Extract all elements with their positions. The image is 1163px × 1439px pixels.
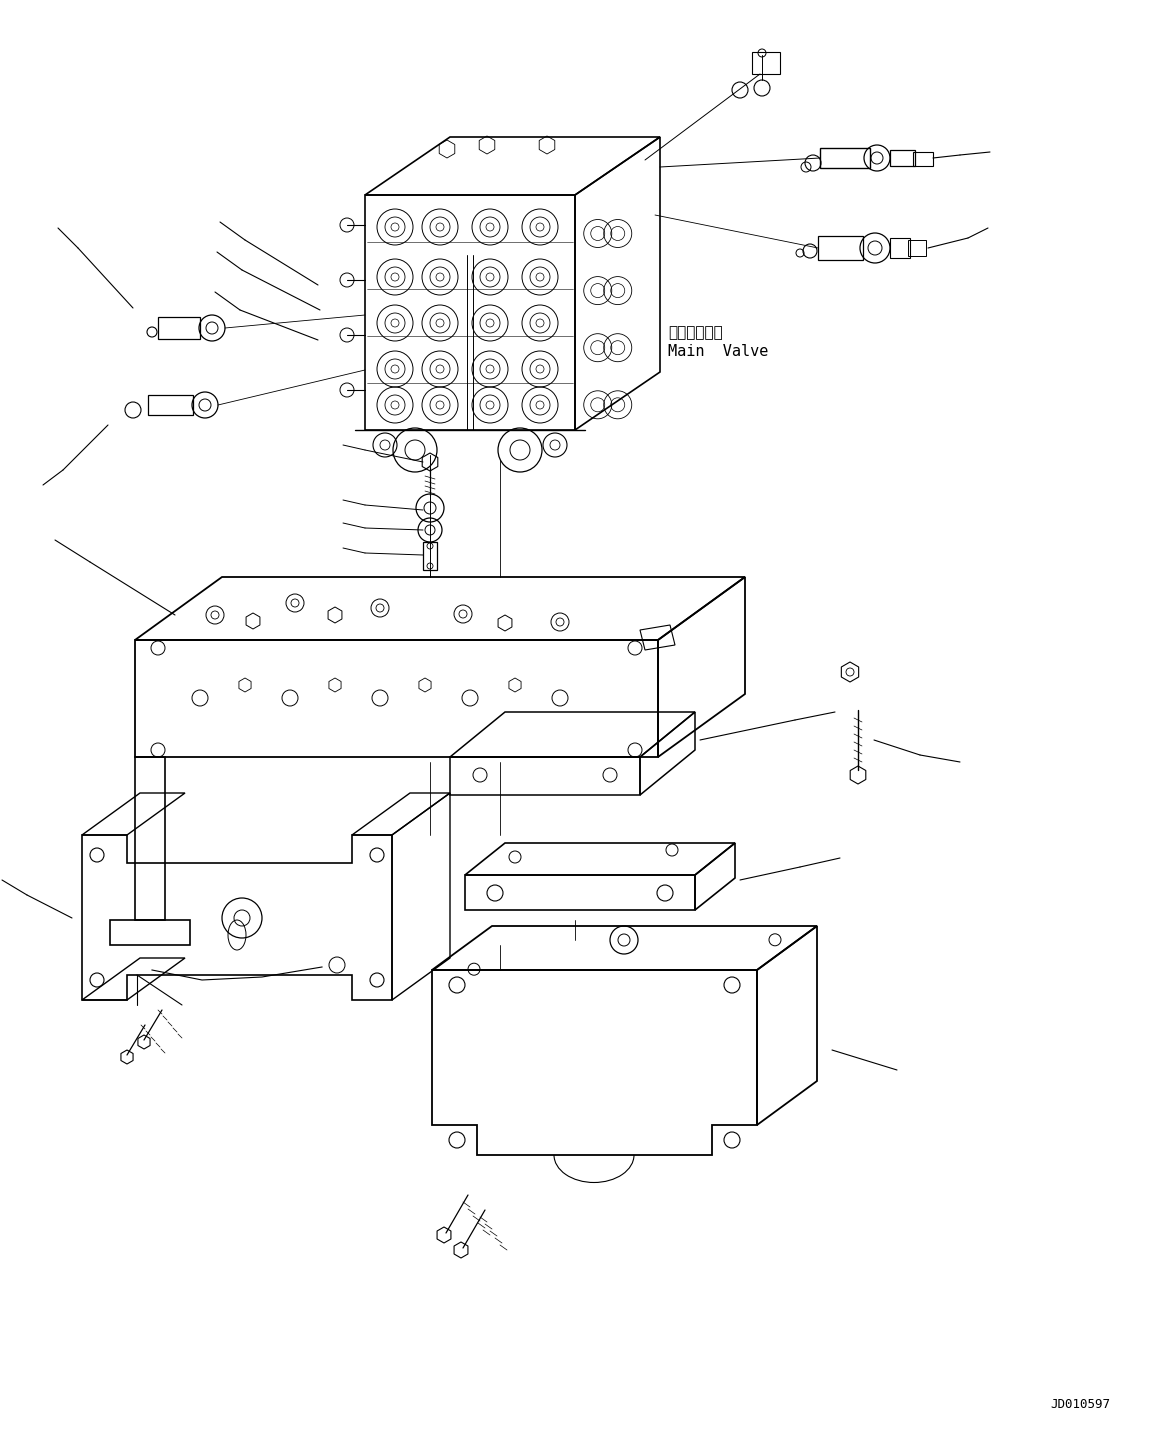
Text: メインバルブ: メインバルブ	[668, 325, 722, 341]
Bar	[752, 52, 780, 73]
Bar	[913, 153, 933, 165]
Text: JD010597: JD010597	[1050, 1399, 1110, 1412]
Bar	[908, 240, 926, 256]
Text: Main  Valve: Main Valve	[668, 344, 769, 360]
Bar	[423, 543, 437, 570]
